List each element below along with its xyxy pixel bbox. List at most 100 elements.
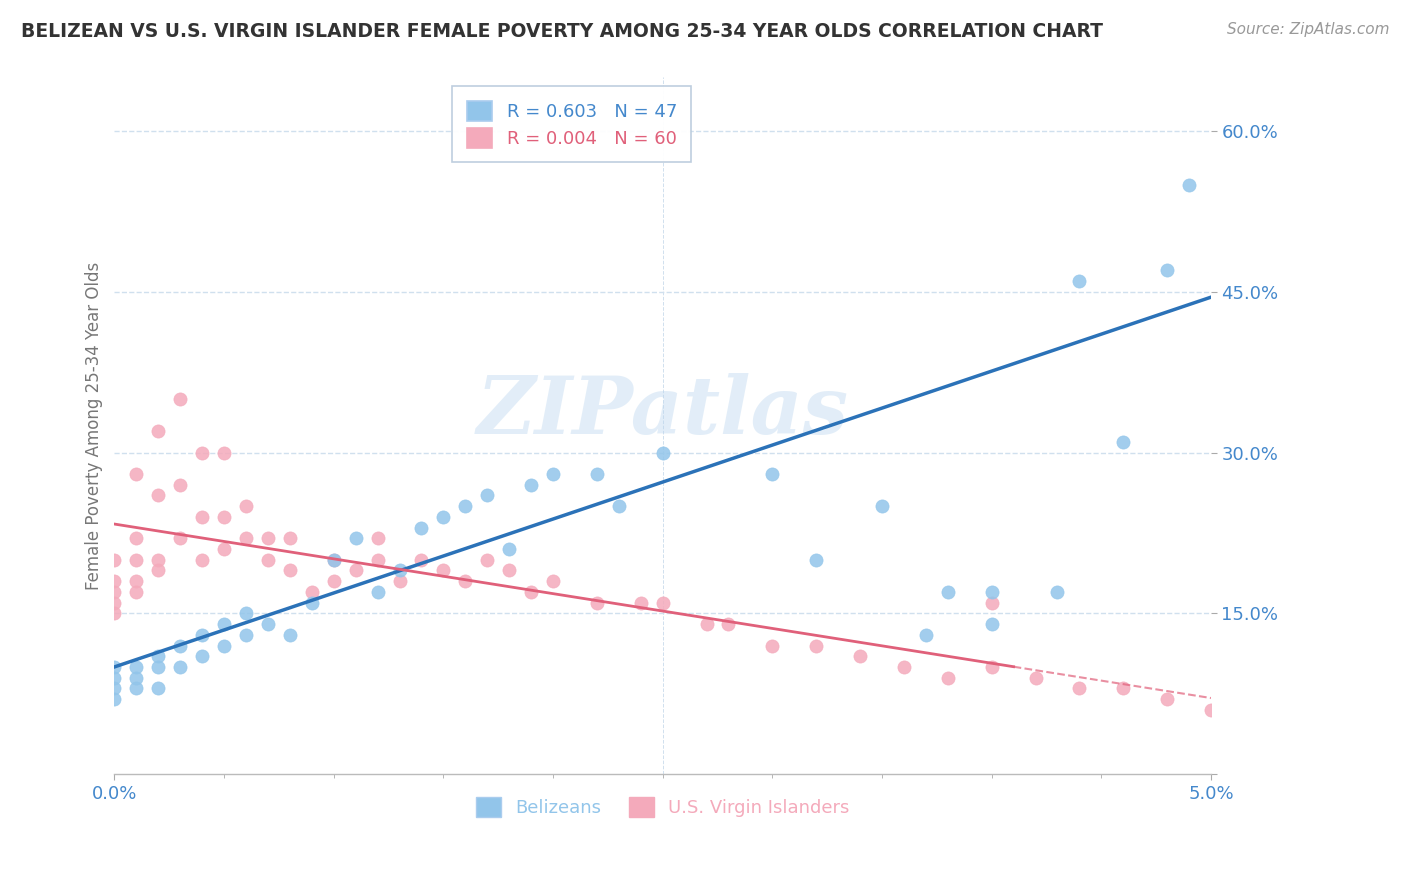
Point xyxy=(520,477,543,491)
Point xyxy=(148,424,170,438)
Point xyxy=(1069,274,1091,288)
Point xyxy=(148,553,170,567)
Point xyxy=(388,564,411,578)
Point xyxy=(169,639,191,653)
Point xyxy=(125,660,148,674)
Point xyxy=(125,681,148,696)
Text: ZIPatlas: ZIPatlas xyxy=(477,373,849,450)
Text: Source: ZipAtlas.com: Source: ZipAtlas.com xyxy=(1226,22,1389,37)
Point xyxy=(191,445,214,459)
Point xyxy=(498,542,520,557)
Point xyxy=(169,392,191,406)
Text: BELIZEAN VS U.S. VIRGIN ISLANDER FEMALE POVERTY AMONG 25-34 YEAR OLDS CORRELATIO: BELIZEAN VS U.S. VIRGIN ISLANDER FEMALE … xyxy=(21,22,1104,41)
Point xyxy=(322,553,344,567)
Point xyxy=(148,488,170,502)
Point xyxy=(541,574,564,589)
Point xyxy=(169,477,191,491)
Point xyxy=(651,596,673,610)
Point xyxy=(344,564,367,578)
Point xyxy=(717,617,740,632)
Point xyxy=(125,671,148,685)
Point xyxy=(367,553,389,567)
Point xyxy=(1046,585,1069,599)
Point xyxy=(235,607,257,621)
Point xyxy=(301,596,323,610)
Point xyxy=(454,574,477,589)
Point xyxy=(125,574,148,589)
Point xyxy=(257,553,280,567)
Point xyxy=(301,585,323,599)
Point xyxy=(148,681,170,696)
Point xyxy=(125,553,148,567)
Point xyxy=(212,509,235,524)
Point xyxy=(980,596,1002,610)
Point xyxy=(344,532,367,546)
Point xyxy=(586,596,609,610)
Point xyxy=(148,649,170,664)
Point xyxy=(411,520,433,534)
Point xyxy=(630,596,652,610)
Point xyxy=(980,617,1002,632)
Point xyxy=(212,639,235,653)
Y-axis label: Female Poverty Among 25-34 Year Olds: Female Poverty Among 25-34 Year Olds xyxy=(86,261,103,590)
Point xyxy=(980,585,1002,599)
Point xyxy=(520,585,543,599)
Point xyxy=(235,499,257,513)
Point xyxy=(103,585,125,599)
Point xyxy=(103,553,125,567)
Legend: Belizeans, U.S. Virgin Islanders: Belizeans, U.S. Virgin Islanders xyxy=(468,790,856,824)
Point xyxy=(103,671,125,685)
Point xyxy=(148,660,170,674)
Point xyxy=(432,564,454,578)
Point xyxy=(870,499,893,513)
Point xyxy=(806,639,828,653)
Point xyxy=(651,445,673,459)
Point xyxy=(148,564,170,578)
Point xyxy=(1112,681,1135,696)
Point xyxy=(191,628,214,642)
Point xyxy=(125,585,148,599)
Point xyxy=(980,660,1002,674)
Point xyxy=(169,532,191,546)
Point xyxy=(936,585,959,599)
Point xyxy=(1178,178,1201,192)
Point xyxy=(235,532,257,546)
Point xyxy=(103,660,125,674)
Point xyxy=(1025,671,1047,685)
Point xyxy=(806,553,828,567)
Point xyxy=(1156,263,1178,277)
Point xyxy=(477,553,499,567)
Point xyxy=(849,649,872,664)
Point xyxy=(103,681,125,696)
Point xyxy=(103,607,125,621)
Point xyxy=(191,553,214,567)
Point xyxy=(388,574,411,589)
Point xyxy=(1199,703,1222,717)
Point xyxy=(761,467,783,481)
Point xyxy=(498,564,520,578)
Point xyxy=(103,574,125,589)
Point xyxy=(915,628,938,642)
Point xyxy=(278,532,301,546)
Point xyxy=(761,639,783,653)
Point xyxy=(103,596,125,610)
Point xyxy=(257,617,280,632)
Point xyxy=(191,509,214,524)
Point xyxy=(1156,692,1178,706)
Point xyxy=(169,660,191,674)
Point xyxy=(607,499,630,513)
Point xyxy=(235,628,257,642)
Point xyxy=(257,532,280,546)
Point xyxy=(477,488,499,502)
Point xyxy=(1069,681,1091,696)
Point xyxy=(1112,434,1135,449)
Point xyxy=(586,467,609,481)
Point xyxy=(322,553,344,567)
Point xyxy=(212,445,235,459)
Point xyxy=(278,628,301,642)
Point xyxy=(411,553,433,567)
Point xyxy=(893,660,915,674)
Point xyxy=(212,617,235,632)
Point xyxy=(125,532,148,546)
Point xyxy=(541,467,564,481)
